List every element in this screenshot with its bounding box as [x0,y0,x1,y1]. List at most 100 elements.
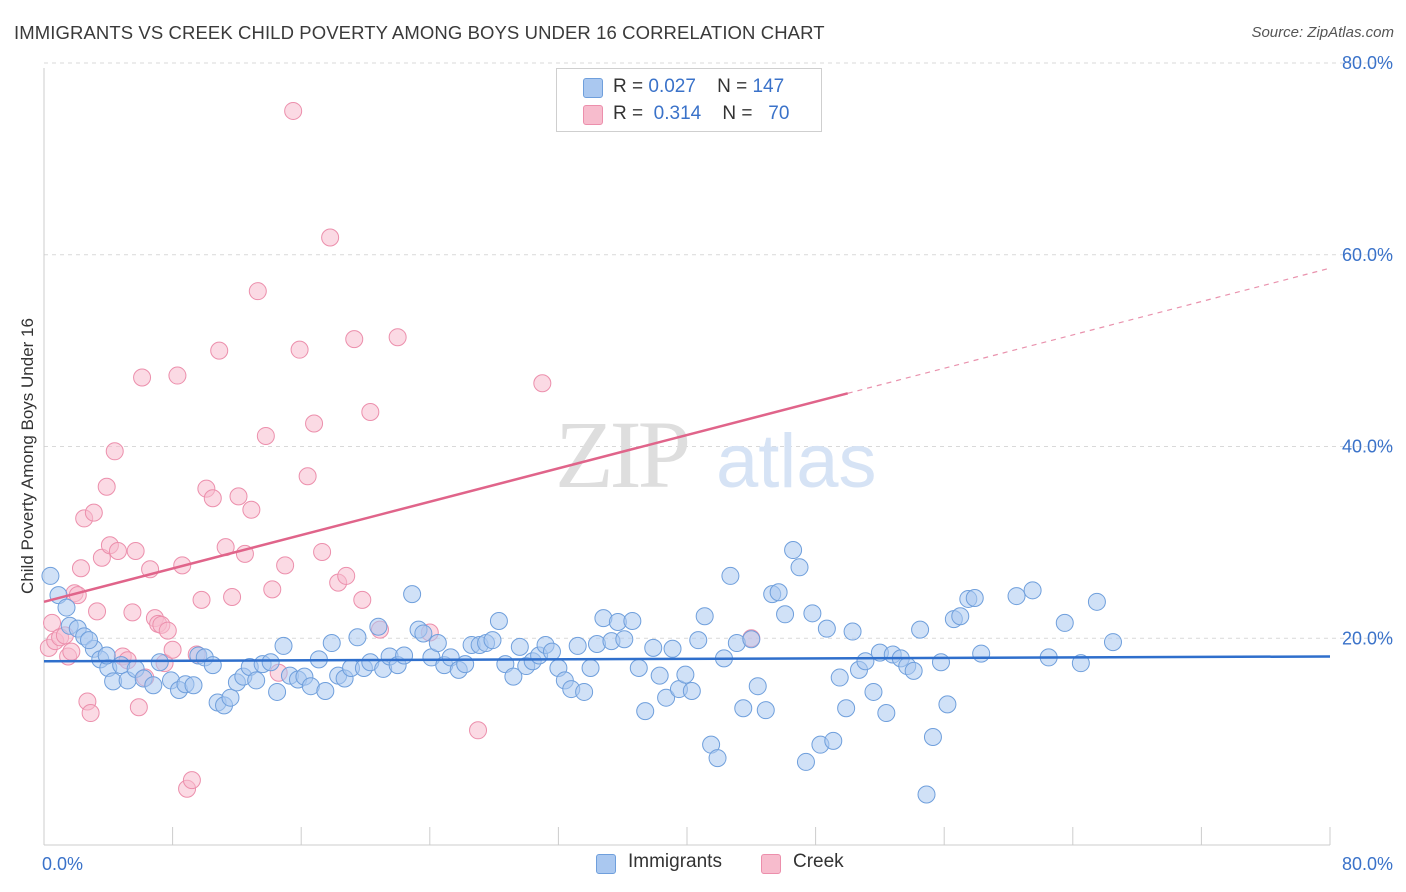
immigrants-points [41,541,1122,804]
immigrant-point [877,704,896,723]
r-label: R = [613,76,644,97]
creek-point [305,414,324,433]
creek-point [84,503,103,522]
immigrant-point [623,611,642,630]
creek-point [126,542,145,561]
immigrant-point [144,676,163,695]
creek-point [337,566,356,585]
creek-point [88,602,107,621]
creek-point [182,771,201,790]
immigrant-point [575,682,594,701]
watermark-atlas: atlas [716,419,877,504]
immigrant-point [221,688,240,707]
immigrant-point [414,624,433,643]
n-label: N = [717,76,748,97]
creek-point [242,500,261,519]
immigrant-point [803,604,822,623]
creek-point [97,477,116,496]
immigrant-point [695,607,714,626]
creek-point [105,442,124,461]
axes [43,68,1331,846]
immigrant-point [395,646,414,665]
creek-point [248,282,267,301]
watermark-zip: ZIP [555,401,688,508]
immigrant-point [348,628,367,647]
creek-point [388,328,407,347]
immigrant-point [1007,587,1026,606]
immigrant-point [663,639,682,658]
x-tick-labels: 0.0% 80.0% [42,854,1393,874]
creek-point [203,489,222,508]
creek-point [345,330,364,349]
immigrant-point [721,566,740,585]
immigrant-point [184,676,203,695]
immigrant-point [97,646,116,665]
immigrant-point [1087,592,1106,611]
r-label: R = [613,103,644,124]
creek-swatch [583,105,603,125]
creek-point [229,487,248,506]
immigrant-point [41,566,60,585]
immigrant-point [650,666,669,685]
creek-point [129,698,148,717]
immigrant-point [689,631,708,650]
creek-point [361,402,380,421]
y-tick-label: 40.0% [1342,437,1393,457]
immigrant-point [510,637,529,656]
r-value-immigrants: 0.027 [648,76,696,97]
n-value-immigrants: 147 [752,76,785,97]
immigrant-point [951,607,970,626]
immigrant-point [965,588,984,607]
immigrant-point [938,695,957,714]
creek-trend-line-solid [43,392,849,604]
immigrant-point [504,667,523,686]
creek-point [223,588,242,607]
immigrant-point [1103,633,1122,652]
immigrant-point [636,702,655,721]
immigrant-point [403,585,422,604]
creek-point [353,590,372,609]
immigrant-point [80,631,99,650]
watermark: ZIP atlas [555,401,877,508]
legend-label-creek: Creek [793,851,844,872]
creek-legend-swatch [761,854,781,874]
creek-point [71,559,90,578]
legend-label-immigrants: Immigrants [628,851,722,872]
immigrant-point [830,668,849,687]
immigrant-point [657,688,676,707]
y-tick-labels: 20.0% 40.0% 60.0% 80.0% [1342,53,1393,648]
creek-trend-line-extension [847,267,1331,394]
immigrants-legend-swatch [596,854,616,874]
immigrant-point [790,558,809,577]
creek-point [469,721,488,740]
creek-point [133,368,152,387]
immigrant-point [824,731,843,750]
immigrant-point [923,728,942,747]
y-tick-label: 80.0% [1342,53,1393,73]
creek-point [168,366,187,385]
immigrant-point [776,605,795,624]
y-tick-label: 20.0% [1342,628,1393,648]
immigrant-point [629,658,648,677]
y-tick-label: 60.0% [1342,245,1393,265]
creek-point [284,101,303,120]
immigrant-point [972,644,991,663]
creek-point [290,340,309,359]
creek-point [62,642,81,661]
n-label: N = [722,103,753,124]
immigrant-point [742,630,761,649]
immigrant-point [756,701,775,720]
immigrant-point [931,653,950,672]
immigrants-trend-line-solid [43,655,1331,663]
creek-point [256,426,275,445]
creek-point [43,613,62,632]
immigrant-point [708,749,727,768]
creek-point [123,603,142,622]
immigrant-point [489,611,508,630]
stats-legend-box: R = 0.027 N = 147 R = 0.314 N = 70 [556,68,822,132]
immigrant-point [682,681,701,700]
creek-point [192,590,211,609]
immigrant-point [542,642,561,661]
immigrant-point [911,620,930,639]
